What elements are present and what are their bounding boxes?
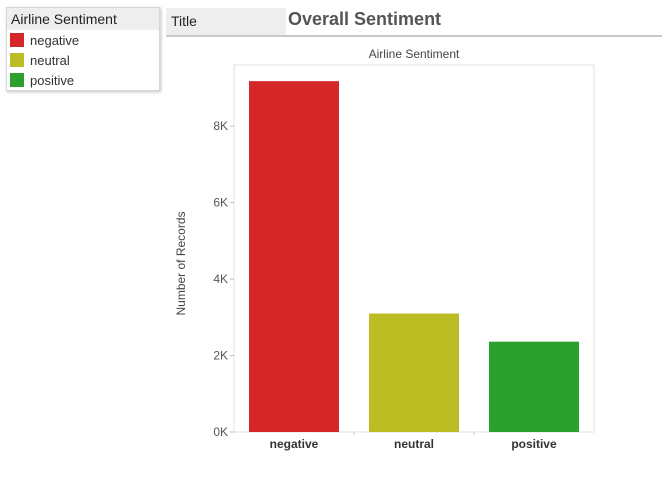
y-tick-label: 4K [213, 272, 228, 286]
color-legend: Airline Sentiment negative neutral posit… [6, 7, 160, 91]
x-tick-label-neutral: neutral [394, 437, 434, 451]
y-tick-label: 0K [213, 425, 228, 439]
bar-negative [249, 81, 339, 433]
chart-title: Airline Sentiment [369, 47, 460, 61]
title-tab[interactable]: Title [166, 8, 286, 35]
legend-swatch-neutral [10, 53, 24, 67]
x-tick-label-positive: positive [511, 437, 557, 451]
legend-item-positive[interactable]: positive [7, 70, 159, 90]
legend-swatch-negative [10, 33, 24, 47]
y-tick-label: 8K [213, 119, 228, 133]
legend-label-positive: positive [30, 72, 75, 88]
legend-label-neutral: neutral [30, 52, 70, 68]
x-tick-label-negative: negative [270, 437, 319, 451]
legend-swatch-positive [10, 73, 24, 87]
legend-title: Airline Sentiment [7, 8, 159, 30]
bar-neutral [369, 313, 459, 432]
y-tick-label: 2K [213, 349, 228, 363]
dashboard-title: Overall Sentiment [288, 9, 442, 29]
legend-label-negative: negative [30, 32, 80, 48]
title-bar: Title Overall Sentiment [166, 8, 662, 37]
y-axis-label: Number of Records [174, 211, 188, 315]
legend-item-negative[interactable]: negative [7, 30, 159, 50]
bar-positive [489, 341, 579, 432]
legend-item-neutral[interactable]: neutral [7, 50, 159, 70]
y-tick-label: 6K [213, 196, 228, 210]
